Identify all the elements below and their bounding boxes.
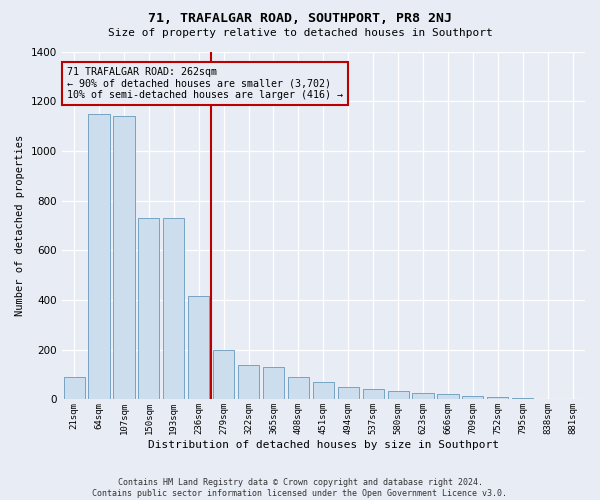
Bar [362, 390, 384, 400]
Text: 71 TRAFALGAR ROAD: 262sqm
← 90% of detached houses are smaller (3,702)
10% of se: 71 TRAFALGAR ROAD: 262sqm ← 90% of detac… [67, 67, 343, 100]
Y-axis label: Number of detached properties: Number of detached properties [15, 135, 25, 316]
Text: 71, TRAFALGAR ROAD, SOUTHPORT, PR8 2NJ: 71, TRAFALGAR ROAD, SOUTHPORT, PR8 2NJ [148, 12, 452, 26]
Bar [238, 364, 259, 400]
Bar [138, 218, 160, 400]
Bar [512, 398, 533, 400]
Bar [288, 377, 309, 400]
Bar [188, 296, 209, 400]
X-axis label: Distribution of detached houses by size in Southport: Distribution of detached houses by size … [148, 440, 499, 450]
Text: Size of property relative to detached houses in Southport: Size of property relative to detached ho… [107, 28, 493, 38]
Bar [388, 390, 409, 400]
Bar [313, 382, 334, 400]
Bar [64, 377, 85, 400]
Bar [412, 393, 434, 400]
Text: Contains HM Land Registry data © Crown copyright and database right 2024.
Contai: Contains HM Land Registry data © Crown c… [92, 478, 508, 498]
Bar [263, 367, 284, 400]
Bar [163, 218, 184, 400]
Bar [213, 350, 234, 400]
Bar [113, 116, 134, 400]
Bar [88, 114, 110, 400]
Bar [338, 387, 359, 400]
Bar [487, 397, 508, 400]
Bar [462, 396, 484, 400]
Bar [437, 394, 458, 400]
